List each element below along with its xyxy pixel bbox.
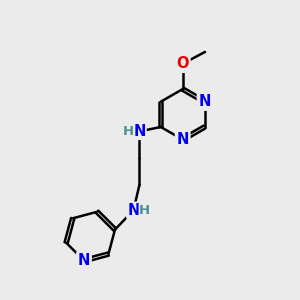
Text: N: N [198,94,211,109]
Text: H: H [123,125,134,138]
Text: N: N [133,124,145,139]
Text: O: O [176,56,189,71]
Text: N: N [78,253,90,268]
Text: H: H [139,204,150,217]
Text: N: N [127,203,140,218]
Text: N: N [176,132,189,147]
